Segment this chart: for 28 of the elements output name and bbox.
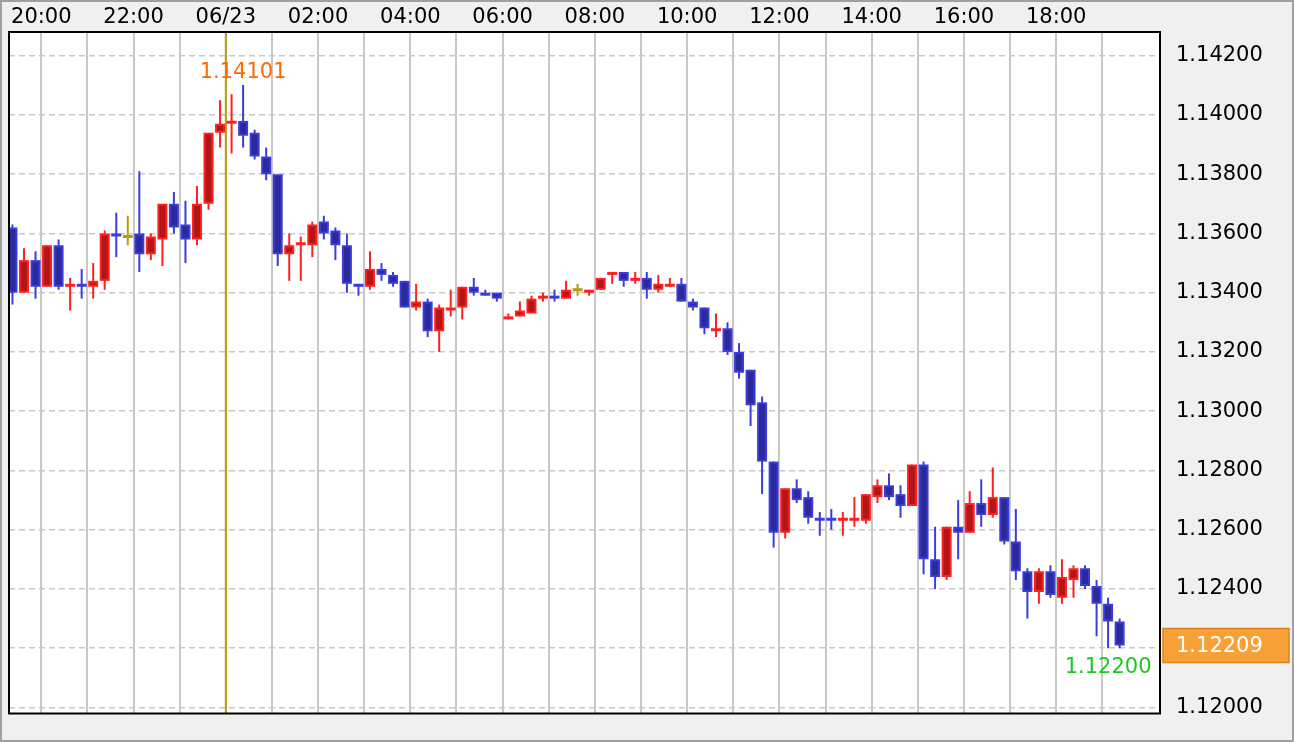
y-tick-label: 1.12000 [1176,693,1263,718]
annotation: 1.12200 [1064,654,1152,679]
x-tick-label: 22:00 [103,3,164,28]
x-tick-label: 04:00 [380,3,441,28]
y-tick-label: 1.12800 [1176,456,1263,481]
candlestick [111,212,122,258]
y-tick-label: 1.14200 [1176,42,1263,67]
x-tick-label: 10:00 [656,3,718,28]
x-tick-label: 06/23 [195,3,257,28]
candlestick [76,269,87,299]
text: 1.12209 [1176,633,1263,658]
candlestick [226,94,237,154]
x-tick-label: 18:00 [1025,3,1087,28]
y-tick-label: 1.12400 [1176,575,1263,600]
y-tick-label: 1.13600 [1176,219,1263,244]
x-tick-label: 06:00 [472,3,533,28]
y-tick-label: 1.13400 [1176,279,1263,304]
x-tick-label: 16:00 [933,3,995,28]
y-tick-label: 1.14000 [1176,101,1263,126]
x-tick-label: 02:00 [287,3,349,28]
y-tick-label: 1.13000 [1176,397,1263,422]
y-tick-label: 1.13200 [1176,338,1263,363]
x-tick-label: 08:00 [564,3,626,28]
y-tick-label: 1.13800 [1176,160,1263,185]
x-tick-label: 14:00 [841,3,902,28]
x-tick-label: 12:00 [749,3,810,28]
y-tick-label: 1.12600 [1176,516,1263,541]
x-tick-label: 20:00 [11,3,72,28]
